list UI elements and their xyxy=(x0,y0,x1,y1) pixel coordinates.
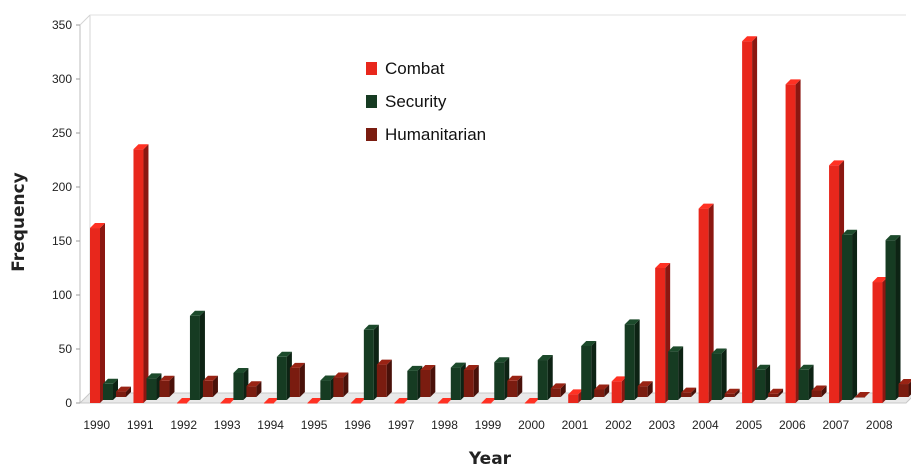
bar-security-1997 xyxy=(407,365,423,400)
y-axis-ticks: 0 50 100 150 200 250 300 350 xyxy=(52,18,80,410)
x-tick-label: 1992 xyxy=(170,418,197,432)
x-axis-title: Year xyxy=(468,449,512,468)
x-tick-label: 2007 xyxy=(822,418,849,432)
x-tick-label: 1994 xyxy=(257,418,284,432)
legend-swatch-security xyxy=(366,95,377,108)
bar-security-1996 xyxy=(363,324,379,400)
x-axis-ticks: 1990 1991 1992 1993 1994 1995 1996 1997 1998 1999… xyxy=(83,418,893,432)
bar-humanitarian-1999 xyxy=(507,375,523,397)
bar-humanitarian-2000 xyxy=(550,383,566,397)
bar-security-2002 xyxy=(624,319,640,400)
bar-combat-2004 xyxy=(698,203,714,403)
x-tick-label: 2001 xyxy=(562,418,589,432)
bar-humanitarian-2004 xyxy=(724,388,740,397)
x-tick-label: 2004 xyxy=(692,418,719,432)
bar-combat-2008 xyxy=(872,277,888,403)
bar-combat-1990 xyxy=(90,223,105,403)
x-tick-label: 1995 xyxy=(301,418,328,432)
bar-humanitarian-1993 xyxy=(246,381,262,397)
y-tick-label: 300 xyxy=(52,72,72,86)
x-tick-label: 1990 xyxy=(83,418,110,432)
bar-humanitarian-2001 xyxy=(594,384,610,397)
bar-humanitarian-2005 xyxy=(768,388,784,397)
bar-security-2005 xyxy=(755,364,771,400)
bar-humanitarian-1991 xyxy=(159,375,175,397)
bar-combat-1998 xyxy=(437,398,453,404)
legend-label-humanitarian: Humanitarian xyxy=(385,125,486,144)
bar-humanitarian-1994 xyxy=(289,362,305,397)
bar-humanitarian-1996 xyxy=(376,359,392,397)
bar-humanitarian-1990 xyxy=(116,386,131,397)
bar-humanitarian-1992 xyxy=(202,375,218,397)
x-tick-label: 2003 xyxy=(649,418,676,432)
bar-security-2008 xyxy=(885,235,901,400)
y-tick-label: 0 xyxy=(65,396,72,410)
bar-security-2006 xyxy=(798,364,814,400)
bar-combat-1996 xyxy=(350,398,366,404)
x-tick-label: 2005 xyxy=(735,418,762,432)
bar-security-2007 xyxy=(842,229,858,400)
bar-humanitarian-1997 xyxy=(420,365,436,397)
bar-security-1993 xyxy=(233,368,249,400)
bar-security-2000 xyxy=(537,355,553,400)
bar-combat-2003 xyxy=(655,263,671,403)
bar-security-1994 xyxy=(276,351,292,400)
y-tick-label: 100 xyxy=(52,288,72,302)
bar-combat-1995 xyxy=(307,398,323,404)
x-tick-label: 1998 xyxy=(431,418,458,432)
legend-swatch-humanitarian xyxy=(366,128,377,141)
bar-security-2001 xyxy=(581,341,597,400)
bar-combat-2002 xyxy=(611,376,627,403)
bar-humanitarian-2007 xyxy=(855,392,871,398)
bar-combat-1992 xyxy=(176,398,192,404)
bar-humanitarian-2003 xyxy=(681,387,697,397)
bar-combat-2000 xyxy=(524,398,540,404)
bar-combat-1991 xyxy=(133,144,149,403)
bar-humanitarian-2008 xyxy=(898,379,911,397)
x-tick-label: 1999 xyxy=(475,418,502,432)
x-tick-label: 2002 xyxy=(605,418,632,432)
bar-humanitarian-1998 xyxy=(463,365,479,397)
bars xyxy=(90,36,911,404)
bar-combat-1993 xyxy=(220,398,236,404)
y-tick-label: 250 xyxy=(52,126,72,140)
y-tick-label: 200 xyxy=(52,180,72,194)
bar-humanitarian-2002 xyxy=(637,381,653,397)
x-tick-label: 1993 xyxy=(214,418,241,432)
x-tick-label: 1996 xyxy=(344,418,371,432)
legend-label-security: Security xyxy=(385,92,447,111)
bar-security-1991 xyxy=(146,373,162,400)
bar-security-1992 xyxy=(189,310,205,400)
x-tick-label: 1997 xyxy=(388,418,415,432)
bar-combat-1999 xyxy=(481,398,497,404)
legend-swatch-combat xyxy=(366,62,377,75)
y-tick-label: 150 xyxy=(52,234,72,248)
y-tick-label: 50 xyxy=(59,342,73,356)
bar-humanitarian-1995 xyxy=(333,372,349,397)
bar-security-2003 xyxy=(668,346,684,400)
legend: Combat Security Humanitarian xyxy=(366,59,486,144)
bar-combat-2007 xyxy=(829,160,845,403)
bar-humanitarian-2006 xyxy=(811,385,827,397)
x-tick-label: 2000 xyxy=(518,418,545,432)
bar-security-2004 xyxy=(711,348,727,400)
bar-combat-1994 xyxy=(263,398,279,404)
x-tick-label: 1991 xyxy=(127,418,154,432)
y-axis-title: Frequency xyxy=(9,172,29,272)
bar-security-1995 xyxy=(320,375,336,400)
wall-top-edge xyxy=(79,14,91,26)
bar-security-1990 xyxy=(103,378,118,400)
bar-combat-1997 xyxy=(394,398,410,404)
y-tick-label: 350 xyxy=(52,18,72,32)
x-tick-label: 2006 xyxy=(779,418,806,432)
bar-combat-2006 xyxy=(785,79,801,404)
bar-combat-2005 xyxy=(742,36,758,403)
bar-security-1999 xyxy=(494,357,510,400)
x-tick-label: 2008 xyxy=(866,418,893,432)
legend-label-combat: Combat xyxy=(385,59,445,78)
bar-security-1998 xyxy=(450,362,466,400)
